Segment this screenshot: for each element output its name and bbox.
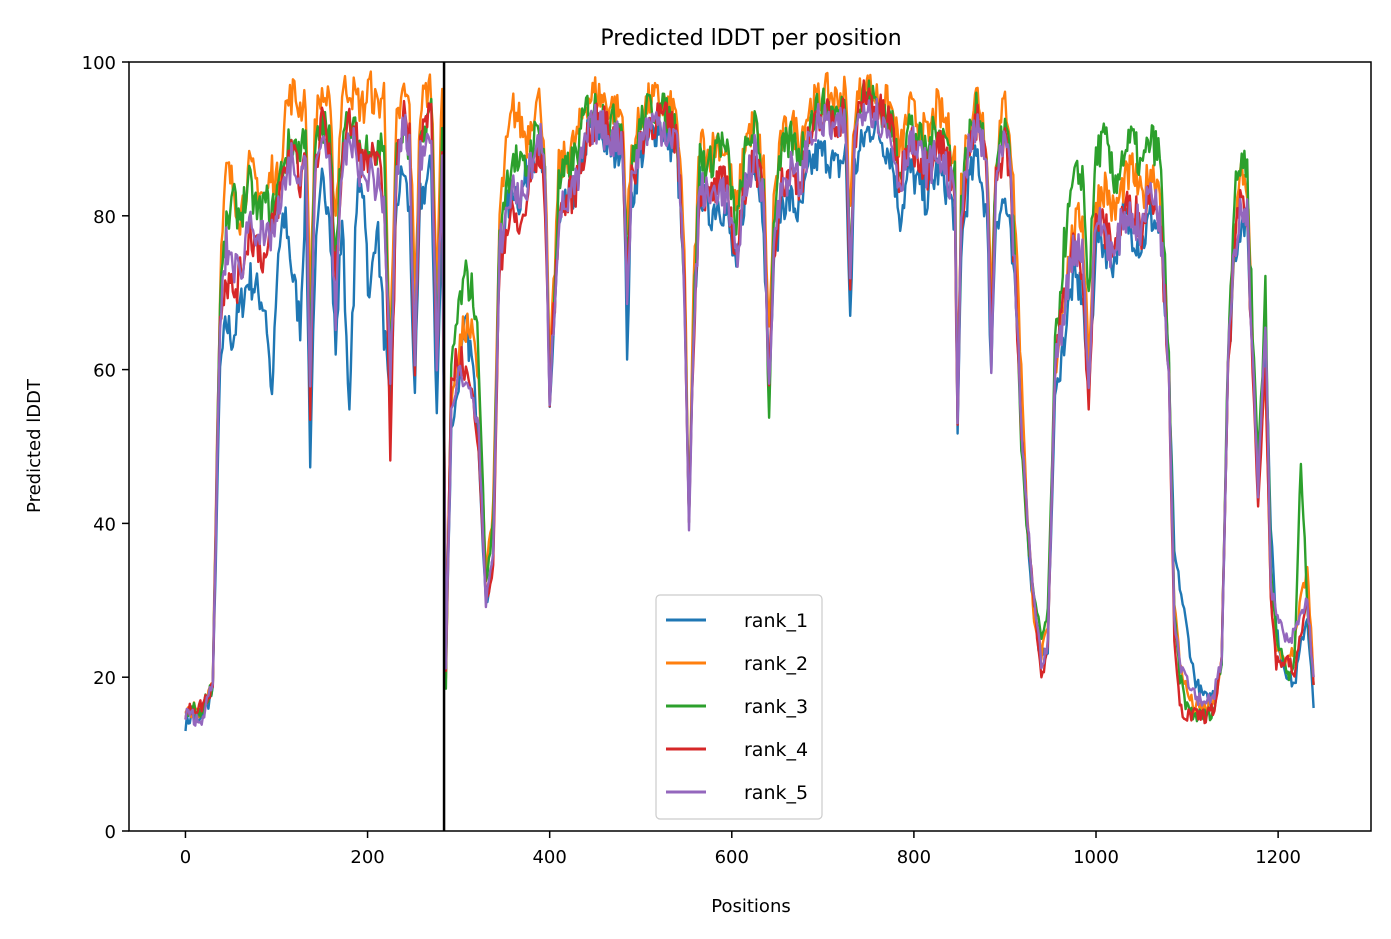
x-tick-label: 0 bbox=[180, 847, 191, 868]
legend-label-rank_5: rank_5 bbox=[744, 782, 808, 804]
legend-label-rank_3: rank_3 bbox=[744, 696, 808, 718]
legend: rank_1 rank_2 rank_3 rank_4 rank_5 bbox=[655, 594, 823, 820]
x-tick-label: 1000 bbox=[1073, 847, 1119, 868]
y-axis-label: Predicted lDDT bbox=[24, 378, 45, 513]
series-line-rank_5 bbox=[184, 97, 1315, 727]
x-tick-label: 1200 bbox=[1255, 847, 1301, 868]
x-tick-label: 800 bbox=[897, 847, 931, 868]
y-tick-label: 100 bbox=[82, 53, 116, 74]
y-axis: 0 20 40 60 80 100 bbox=[82, 53, 129, 843]
x-axis-label: Positions bbox=[711, 896, 790, 917]
legend-label-rank_2: rank_2 bbox=[744, 653, 808, 675]
x-tick-label: 600 bbox=[715, 847, 749, 868]
plot-frame bbox=[128, 61, 1372, 832]
y-tick-label: 40 bbox=[93, 514, 116, 535]
y-tick-label: 20 bbox=[93, 668, 116, 689]
x-axis: 0 200 400 600 800 1000 1200 bbox=[180, 831, 1301, 868]
series-line-rank_3 bbox=[184, 79, 1315, 723]
legend-label-rank_4: rank_4 bbox=[744, 739, 808, 761]
legend-box bbox=[655, 594, 823, 820]
x-tick-label: 400 bbox=[532, 847, 566, 868]
x-tick-label: 200 bbox=[350, 847, 384, 868]
y-tick-label: 60 bbox=[93, 361, 116, 382]
y-tick-label: 0 bbox=[105, 822, 116, 843]
chart-title: Predicted lDDT per position bbox=[600, 26, 901, 51]
series-layer bbox=[184, 70, 1315, 732]
legend-label-rank_1: rank_1 bbox=[744, 610, 808, 632]
y-tick-label: 80 bbox=[93, 207, 116, 228]
